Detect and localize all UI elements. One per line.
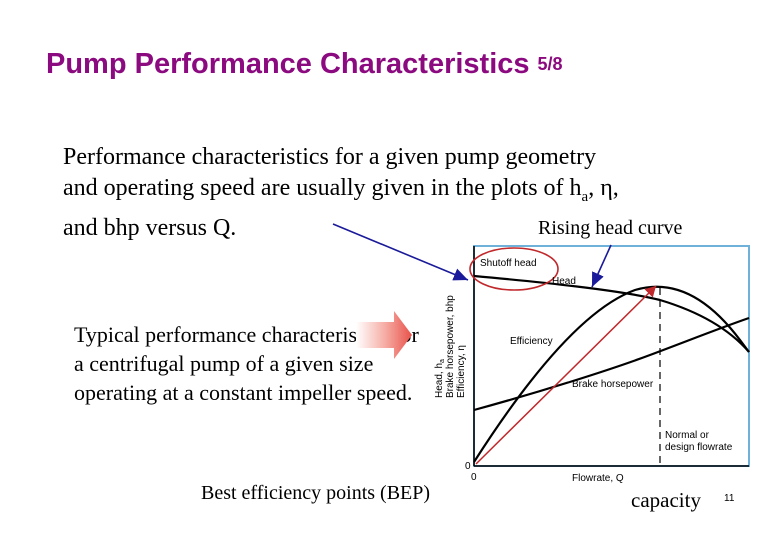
design-flowrate-text-2: design flowrate xyxy=(665,442,733,453)
slide-number: 11 xyxy=(724,493,735,504)
svg-text:Brake horsepower, bhp: Brake horsepower, bhp xyxy=(445,295,456,398)
origin-label-1: 0 xyxy=(465,461,471,472)
callout-arrow-icon xyxy=(356,311,412,359)
bep-label: Best efficiency points (BEP) xyxy=(201,482,431,504)
body-line-1: Performance characteristics for a given … xyxy=(63,144,597,170)
figure-frame xyxy=(473,245,750,467)
efficiency-curve-text: Efficiency xyxy=(510,336,553,347)
svg-text:Head, ha: Head, ha xyxy=(434,359,446,398)
shutoff-head-highlight xyxy=(469,247,559,291)
body-paragraph: Performance characteristics for a given … xyxy=(63,142,723,244)
title-page-fraction: 5/8 xyxy=(537,54,563,74)
efficiency-curve xyxy=(473,285,750,463)
body-line-2: and operating speed are usually given in… xyxy=(63,173,723,213)
slide-title: Pump Performance Characteristics 5/8 xyxy=(46,48,563,81)
capacity-label: capacity xyxy=(631,488,701,512)
body-line-2-text: and operating speed are usually given in… xyxy=(63,175,582,201)
title-text: Pump Performance Characteristics xyxy=(46,48,530,80)
body-line-3: and bhp versus Q. xyxy=(63,214,237,241)
head-curve-text: Head xyxy=(552,276,576,287)
rising-head-label: Rising head curve xyxy=(538,217,683,239)
x-axis-text: Flowrate, Q xyxy=(572,473,624,484)
bep-line xyxy=(475,285,657,465)
shutoff-head-text: Shutoff head xyxy=(480,258,537,269)
body-line-2-suffix: , η, xyxy=(588,175,619,201)
bhp-curve xyxy=(473,316,750,412)
svg-text:Efficiency, η: Efficiency, η xyxy=(456,345,467,398)
origin-label-2: 0 xyxy=(471,472,477,483)
figure-y-axis-label: Head, ha Brake horsepower, bhp Efficienc… xyxy=(434,295,467,398)
design-flowrate-text-1: Normal or xyxy=(665,430,710,441)
bhp-curve-text: Brake horsepower xyxy=(572,379,654,390)
pointer-to-rising-head xyxy=(591,244,612,288)
pointer-to-shutoff xyxy=(332,223,469,281)
body-line-2-subscript: a xyxy=(581,188,589,205)
head-curve xyxy=(473,274,750,353)
